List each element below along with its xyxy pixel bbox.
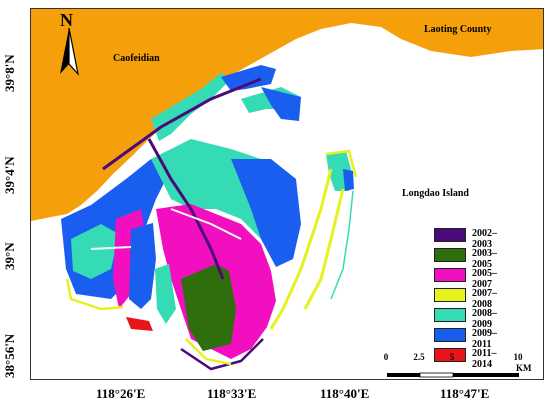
levee-2007-2008-c bbox=[65, 278, 124, 311]
zone-2009-2011-central bbox=[231, 159, 301, 267]
legend-label: 2009–2011 bbox=[472, 328, 497, 350]
legend-swatch bbox=[434, 268, 466, 282]
zone-2009-2011-ne bbox=[261, 87, 301, 121]
map-canvas bbox=[31, 9, 543, 378]
legend-swatch bbox=[434, 308, 466, 322]
zone-2011-2014 bbox=[126, 317, 153, 331]
zone-2008-2009-west bbox=[71, 224, 119, 279]
scale-bar: 0 2.5 5 10 KM bbox=[383, 352, 532, 374]
zone-2009-2011-sw bbox=[129, 223, 156, 309]
north-arrow-icon bbox=[60, 27, 80, 77]
place-longdao: Longdao Island bbox=[402, 188, 469, 199]
zone-2009-2011-east bbox=[343, 169, 354, 191]
scale-tick-0: 0 bbox=[383, 352, 389, 362]
zone-2003-2005-central bbox=[181, 264, 236, 351]
levee-2007-2008-a bbox=[269, 168, 333, 330]
channel-c bbox=[170, 208, 242, 240]
channel-b bbox=[90, 246, 132, 250]
legend-label: 2005–2007 bbox=[472, 268, 497, 290]
lat-label-39-4: 39°4'N bbox=[2, 156, 17, 194]
channel-a bbox=[330, 190, 354, 300]
zone-2009-2011-north bbox=[221, 65, 276, 91]
legend-swatch bbox=[434, 228, 466, 242]
legend-swatch bbox=[434, 348, 466, 362]
place-caofeidian: Caofeidian bbox=[113, 53, 160, 64]
road-2002-2003-a bbox=[102, 77, 262, 171]
scalebar-black-2 bbox=[453, 373, 519, 377]
lon-label-118-40: 118°40'E bbox=[320, 386, 370, 401]
north-label: N bbox=[60, 10, 73, 30]
legend-swatch bbox=[434, 288, 466, 302]
lat-label-38-56: 38°56'N bbox=[2, 333, 17, 378]
place-laoting: Laoting County bbox=[424, 24, 492, 35]
zone-2008-2009-north bbox=[151, 73, 231, 141]
map-frame bbox=[30, 8, 544, 380]
legend-label: 2007–2008 bbox=[472, 288, 497, 310]
legend-label: 2011–2014 bbox=[472, 348, 497, 370]
scale-tick-5: 5 bbox=[449, 352, 455, 362]
levee-2007-2008-e bbox=[325, 149, 358, 178]
scale-tick-2-5: 2.5 bbox=[413, 352, 425, 362]
scale-unit: KM bbox=[516, 363, 532, 373]
scalebar-black-1 bbox=[387, 373, 420, 377]
levee-2007-2008-d bbox=[185, 338, 232, 366]
legend-swatch bbox=[434, 328, 466, 342]
lat-label-39-8: 39°8'N bbox=[2, 54, 17, 92]
zone-2008-2009-sw bbox=[155, 264, 176, 324]
legend-label: 2003–2005 bbox=[472, 248, 497, 270]
road-2002-2003-c bbox=[180, 338, 264, 371]
land-mainland bbox=[31, 9, 543, 221]
legend-swatch bbox=[434, 248, 466, 262]
lon-label-118-47: 118°47'E bbox=[440, 386, 490, 401]
levee-2007-2008-b bbox=[303, 188, 345, 310]
road-2002-2003-b bbox=[147, 138, 225, 280]
lat-label-39: 39°N bbox=[2, 242, 17, 270]
lon-label-118-33: 118°33'E bbox=[207, 386, 257, 401]
scale-tick-10: 10 bbox=[513, 352, 523, 362]
legend-label: 2008–2009 bbox=[472, 308, 497, 330]
lon-label-118-26: 118°26'E bbox=[96, 386, 146, 401]
legend-label: 2002–2003 bbox=[472, 228, 497, 250]
